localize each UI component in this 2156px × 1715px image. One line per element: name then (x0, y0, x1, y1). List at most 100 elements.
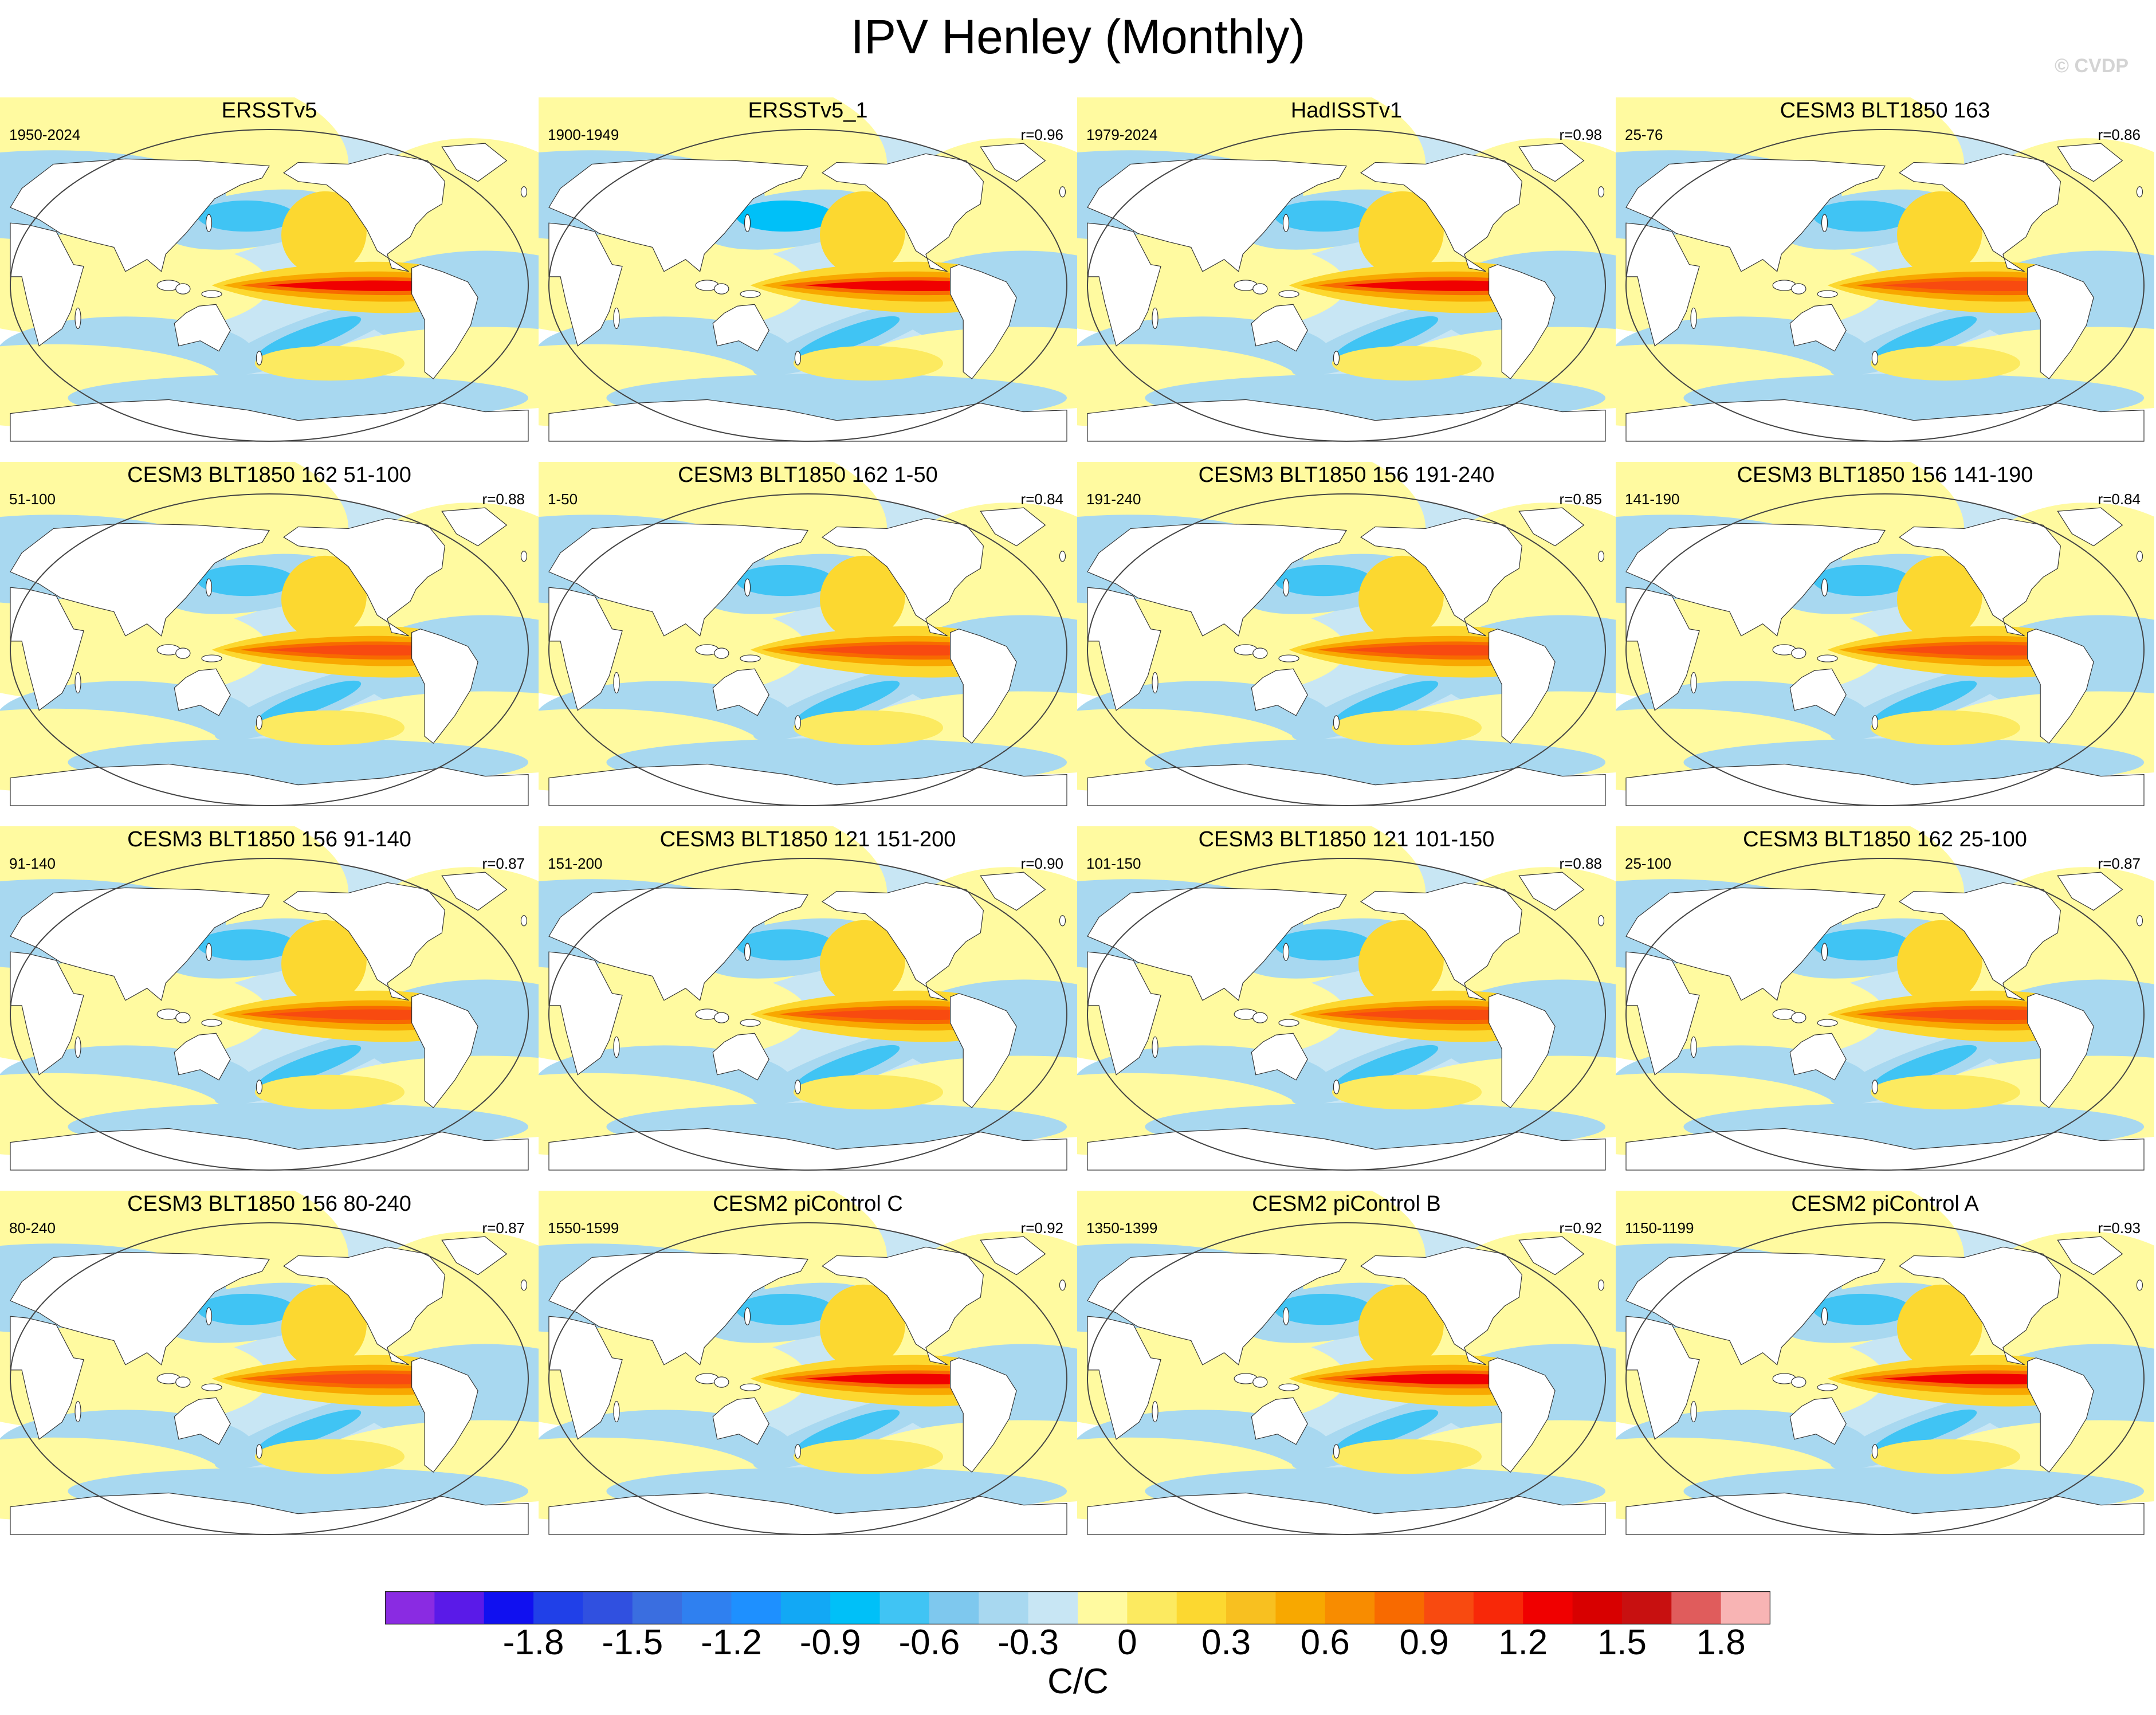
south-america-land (1488, 993, 1556, 1109)
south-america-land (411, 1357, 478, 1473)
sst-regression-map (1077, 826, 1616, 1171)
sst-regression-map (0, 97, 539, 442)
south-america-land (1488, 264, 1556, 380)
panel-correlation: r=0.90 (1020, 855, 1063, 872)
colorbar-tick-label: 1.5 (1597, 1623, 1647, 1662)
eurasia-land (548, 158, 809, 272)
madagascar-island (1152, 307, 1158, 329)
uk-island (2136, 551, 2143, 562)
sst-regression-map (539, 826, 1077, 1171)
antarctica-land (1087, 1128, 1606, 1171)
colorbar-swatch (830, 1591, 881, 1624)
antarctica-land (1087, 763, 1606, 806)
north-america-land (1360, 882, 1522, 1001)
japan-island (205, 943, 213, 961)
sst-regression-map (539, 1191, 1077, 1535)
colorbar-ticks: -1.8 -1.5 -1.2 -0.9 -0.6 -0.3 0 0.3 0.6 0.9 1.2 1.5… (0, 1623, 2156, 1669)
panel-title: CESM3 BLT1850 156 141-190 (1737, 463, 2033, 487)
north-america-land (1899, 882, 2061, 1001)
panel-period: 25-76 (1625, 126, 1663, 143)
eurasia-land (1625, 887, 1886, 1001)
sst-regression-map (1616, 97, 2154, 442)
sst-regression-map (539, 97, 1077, 442)
panel-period: 191-240 (1086, 490, 1141, 508)
eurasia-land (1087, 158, 1348, 272)
uk-island (520, 551, 528, 562)
maritime-continent-island (1252, 283, 1268, 295)
madagascar-island (613, 307, 620, 329)
australia-land (1251, 304, 1308, 352)
panel-title: CESM2 piControl A (1791, 1192, 1979, 1216)
colorbar-tick-label: -0.3 (998, 1623, 1059, 1662)
north-america-land (283, 153, 445, 272)
new-zealand-island (256, 351, 263, 366)
panel-correlation: r=0.84 (2098, 490, 2141, 508)
map-panel: CESM2 piControl B 1350-1399 r=0.92 (1077, 1191, 1616, 1557)
new-guinea-island (201, 290, 222, 298)
eurasia-land (10, 887, 270, 1001)
panel-correlation: r=0.98 (1559, 126, 1602, 143)
africa-land (10, 222, 84, 347)
eurasia-land (10, 158, 270, 272)
australia-land (1251, 1397, 1308, 1445)
new-zealand-island (794, 351, 802, 366)
sst-regression-map (1077, 462, 1616, 806)
south-america-land (2027, 629, 2094, 744)
map-panel: CESM2 piControl A 1150-1199 r=0.93 (1616, 1191, 2154, 1557)
colorbar-swatch (484, 1591, 534, 1624)
madagascar-island (613, 1036, 620, 1058)
colorbar-swatch (1028, 1591, 1078, 1624)
new-zealand-island (256, 1444, 263, 1459)
panel-title: CESM3 BLT1850 162 51-100 (127, 463, 411, 487)
maritime-continent-island (1252, 1376, 1268, 1388)
south-america-land (2027, 1357, 2094, 1473)
africa-land (1087, 222, 1161, 347)
south-america-land (949, 264, 1017, 380)
africa-land (10, 1316, 84, 1440)
colorbar-tick-label: -0.6 (898, 1623, 960, 1662)
antarctica-land (10, 763, 529, 806)
south-america-land (2027, 993, 2094, 1109)
new-guinea-island (740, 1019, 761, 1027)
north-america-land (283, 1246, 445, 1365)
colorbar-swatch (1671, 1591, 1722, 1624)
madagascar-island (1690, 672, 1697, 694)
japan-island (205, 1307, 213, 1325)
maritime-continent-island (714, 647, 729, 659)
antarctica-land (548, 399, 1067, 442)
japan-island (1821, 214, 1828, 232)
japan-island (744, 943, 751, 961)
greenland-land (1518, 1236, 1585, 1276)
greenland-land (441, 872, 508, 911)
colorbar-swatch (1325, 1591, 1375, 1624)
antarctica-land (1625, 399, 2145, 442)
colorbar-tick-label: 0 (1117, 1623, 1137, 1662)
japan-island (1282, 943, 1290, 961)
maritime-continent-island (1252, 647, 1268, 659)
sst-regression-map (1616, 826, 2154, 1171)
colorbar-swatch (533, 1591, 583, 1624)
panel-period: 1150-1199 (1625, 1219, 1694, 1237)
map-panel: ERSSTv5_1 1900-1949 r=0.96 (539, 97, 1077, 464)
uk-island (520, 915, 528, 927)
madagascar-island (1690, 1036, 1697, 1058)
colorbar-swatch (1473, 1591, 1523, 1624)
map-panel: CESM2 piControl C 1550-1599 r=0.92 (539, 1191, 1077, 1557)
panel-period: 141-190 (1625, 490, 1680, 508)
greenland-land (441, 1236, 508, 1276)
panel-title: CESM3 BLT1850 121 101-150 (1198, 827, 1495, 851)
panel-correlation: r=0.88 (482, 490, 525, 508)
colorbar (385, 1591, 1770, 1624)
maritime-continent-island (175, 283, 191, 295)
uk-island (2136, 1280, 2143, 1291)
colorbar-swatch (1275, 1591, 1326, 1624)
japan-island (744, 214, 751, 232)
eurasia-land (548, 1251, 809, 1365)
colorbar-swatch (1176, 1591, 1227, 1624)
figure-title: IPV Henley (Monthly) (850, 10, 1306, 64)
colorbar-swatch (385, 1591, 435, 1624)
uk-island (1597, 1280, 1605, 1291)
australia-land (1789, 668, 1847, 716)
new-zealand-island (794, 1444, 802, 1459)
antarctica-land (1625, 1492, 2145, 1535)
